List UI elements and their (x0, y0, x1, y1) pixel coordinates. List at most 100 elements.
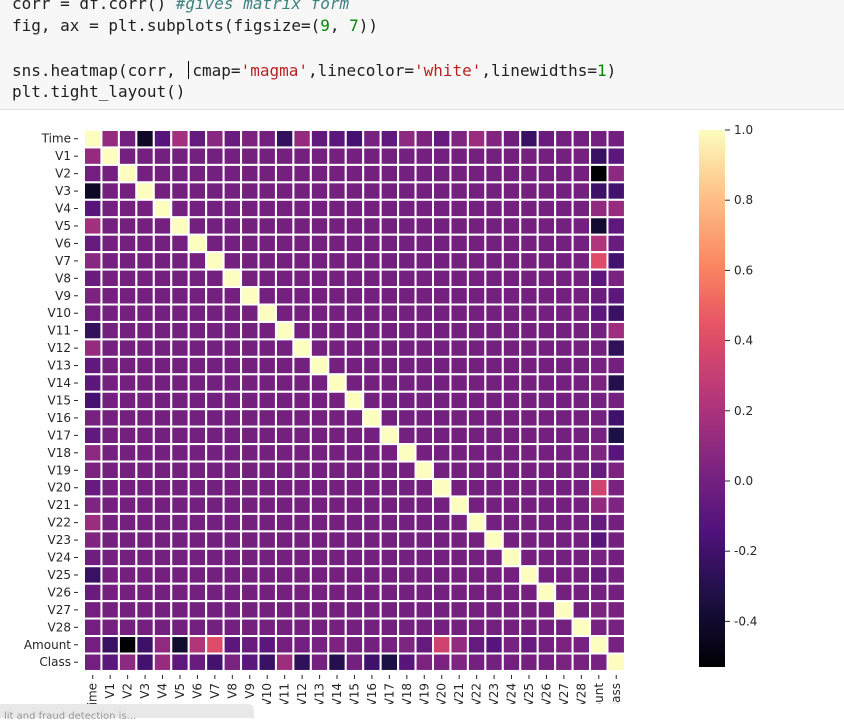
heatmap-cell (554, 390, 574, 411)
heatmap-cell (379, 600, 400, 620)
heatmap-cell (606, 530, 626, 550)
heatmap-cell (536, 303, 557, 323)
heatmap-cell (257, 600, 277, 620)
heatmap-cell (501, 408, 522, 428)
heatmap-cell (170, 286, 190, 306)
heatmap-cell (83, 303, 103, 323)
heatmap-cell (519, 565, 539, 585)
heatmap-cell (222, 129, 243, 149)
heatmap-cell (292, 129, 312, 149)
heatmap-cell (362, 408, 382, 428)
heatmap-cell (362, 338, 382, 358)
heatmap-cell (571, 565, 592, 585)
heatmap-cell (484, 408, 504, 428)
heatmap-cell (100, 146, 120, 166)
heatmap-cell (379, 390, 400, 411)
heatmap-cell (379, 251, 400, 271)
heatmap-cell (414, 425, 434, 446)
heatmap-cell (449, 320, 469, 341)
heatmap-cell (484, 425, 504, 446)
heatmap-cell (240, 286, 260, 306)
heatmap-cell (571, 443, 592, 463)
heatmap-cell (187, 460, 208, 480)
heatmap-cell (362, 635, 382, 655)
heatmap-cell (205, 146, 225, 166)
heatmap-cell (554, 286, 574, 306)
y-tick-label: V21 (48, 498, 71, 512)
heatmap-cell (222, 530, 243, 550)
heatmap-cell (589, 146, 609, 166)
heatmap-cell (466, 251, 487, 271)
heatmap-cell (152, 652, 173, 672)
heatmap-cell (606, 251, 626, 271)
heatmap-cell (222, 373, 243, 393)
code-text: cmap= (192, 61, 241, 80)
heatmap-cell (536, 652, 557, 672)
heatmap-cell (554, 635, 574, 655)
heatmap-cell (205, 652, 225, 672)
heatmap-cell (554, 268, 574, 289)
heatmap-cell (344, 390, 365, 411)
heatmap-cell (83, 233, 103, 254)
x-tick-label: ime (86, 683, 100, 704)
heatmap-cell (449, 617, 469, 638)
heatmap-cell (274, 512, 295, 533)
heatmap-cell (187, 233, 208, 254)
heatmap-cell (309, 390, 330, 411)
heatmap-cell (327, 582, 347, 603)
y-tick-label: V16 (48, 411, 71, 425)
heatmap-cell (519, 390, 539, 411)
code-line-2[interactable]: fig, ax = plt.subplots(figsize=(9, 7)) (12, 16, 378, 36)
heatmap-cell (484, 338, 504, 358)
heatmap-cell (571, 233, 592, 254)
code-line-4[interactable]: plt.tight_layout() (12, 82, 185, 102)
heatmap-cell (449, 286, 469, 306)
heatmap-cell (484, 163, 504, 184)
heatmap-cell (414, 443, 434, 463)
heatmap-cell (292, 512, 312, 533)
heatmap-cell (379, 547, 400, 568)
heatmap-cell (222, 512, 243, 533)
heatmap-cell (135, 251, 155, 271)
heatmap-cell (257, 635, 277, 655)
code-cell[interactable]: corr = df.corr() #gives matrix form fig,… (0, 0, 844, 110)
y-tick-label: V27 (48, 603, 71, 617)
heatmap-cell (449, 303, 469, 323)
heatmap-cell (589, 512, 609, 533)
heatmap-cell (379, 617, 400, 638)
heatmap-cell (100, 390, 120, 411)
heatmap-cell (414, 565, 434, 585)
heatmap-cell (466, 600, 487, 620)
code-line-1[interactable]: corr = df.corr() #gives matrix form (12, 0, 349, 14)
heatmap-cell (554, 320, 574, 341)
heatmap-cell (344, 146, 365, 166)
heatmap-cell (397, 198, 417, 219)
heatmap-cell (589, 129, 609, 149)
heatmap-cell (484, 181, 504, 201)
heatmap-cell (484, 547, 504, 568)
heatmap-cell (554, 303, 574, 323)
heatmap-cell (519, 530, 539, 550)
heatmap-cell (152, 268, 173, 289)
heatmap-cell (536, 268, 557, 289)
y-tick-label: V15 (48, 393, 71, 407)
heatmap-cell (449, 129, 469, 149)
heatmap-cell (100, 495, 120, 515)
heatmap-cell (187, 408, 208, 428)
heatmap-cell (484, 198, 504, 219)
heatmap-cell (292, 530, 312, 550)
heatmap-cell (432, 355, 452, 376)
heatmap-cell (519, 268, 539, 289)
heatmap-cell (117, 268, 138, 289)
heatmap-cell (240, 635, 260, 655)
heatmap-cell (432, 163, 452, 184)
heatmap-cell (536, 408, 557, 428)
heatmap-cell (397, 600, 417, 620)
heatmap-cell (205, 320, 225, 341)
heatmap-cell (379, 286, 400, 306)
heatmap-cell (257, 286, 277, 306)
code-line-3[interactable]: sns.heatmap(corr, cmap='magma',linecolor… (12, 61, 616, 81)
heatmap-cell (414, 512, 434, 533)
heatmap-cell (309, 286, 330, 306)
heatmap-cell (327, 617, 347, 638)
